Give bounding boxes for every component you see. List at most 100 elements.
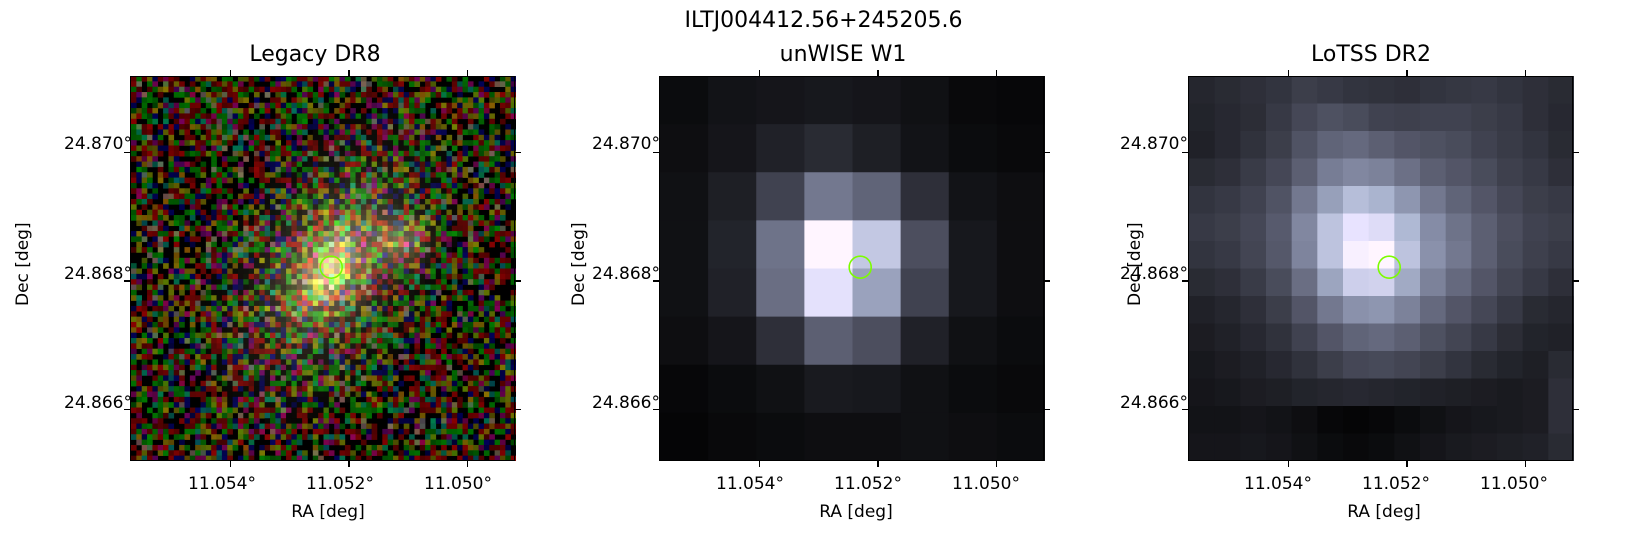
pixel-cell (1522, 76, 1549, 104)
pixel-cell (852, 220, 902, 269)
pixel-cell (1497, 323, 1524, 352)
pixel-cell (1317, 103, 1344, 132)
pixel-cell (1240, 323, 1267, 352)
pixel-cell (1497, 186, 1524, 214)
pixel-cell (1394, 296, 1421, 324)
pixel-cell (996, 76, 1045, 125)
pixel-cell (1214, 323, 1241, 352)
x-axis-label: RA [deg] (1347, 502, 1421, 522)
pixel-cell (852, 364, 902, 414)
pixel-cell (1214, 268, 1241, 297)
pixel-cell (1343, 378, 1370, 407)
pixel-cell (1420, 131, 1447, 159)
pixel-cell (1343, 103, 1370, 132)
pixel-cell (1189, 323, 1216, 352)
pixel-cell (1214, 158, 1241, 187)
pixel-cell (1548, 186, 1574, 214)
pixel-cell (1497, 296, 1524, 324)
x-tick-mark (995, 461, 998, 467)
y-axis-label: Dec [deg] (569, 222, 589, 306)
pixel-cell (804, 220, 853, 269)
pixel-cell (1240, 241, 1267, 269)
pixel-cell (1497, 158, 1524, 187)
pixel-cell (1214, 351, 1241, 379)
pixel-cell (1189, 103, 1216, 132)
pixel-cell (1266, 131, 1293, 159)
y-tick-mark (1182, 280, 1188, 282)
pixel-cell (996, 124, 1045, 173)
pixel-cell (660, 124, 709, 173)
pixel-cell (708, 412, 757, 461)
y-tick-mark (1182, 151, 1188, 154)
pixel-cell (900, 220, 950, 269)
pixel-cell (1240, 158, 1267, 187)
x-tick-mark (1524, 461, 1527, 467)
pixel-cell (1189, 76, 1216, 104)
pixel-cell (708, 172, 757, 221)
pixel-cell (996, 364, 1045, 414)
pixel-cell (1291, 186, 1318, 214)
pixel-cell (1420, 103, 1447, 132)
ytick-label: 24.868° (64, 264, 132, 284)
xtick-label: 11.054° (188, 474, 256, 494)
pixel-cell (660, 316, 709, 366)
pixel-cell (1343, 406, 1370, 434)
pixel-cell (1189, 406, 1216, 434)
pixel-cell (1445, 158, 1472, 187)
pixel-cell (1214, 406, 1241, 434)
pixel-cell (1317, 241, 1344, 269)
pixel-cell (996, 220, 1045, 269)
pixel-cell (1240, 131, 1267, 159)
pixel-cell (1291, 213, 1318, 242)
pixel-cell (1471, 213, 1498, 242)
pixel-cell (1445, 433, 1472, 461)
pixel-cell (1266, 296, 1293, 324)
pixel-cell (660, 172, 709, 221)
pixel-cell (1368, 378, 1395, 407)
pixel-cell (1266, 241, 1293, 269)
pixel-cell (1240, 186, 1267, 214)
pixel-cell (852, 268, 902, 318)
pixel-cell (1548, 131, 1574, 159)
pixel-cell (1368, 131, 1395, 159)
unwise-image (660, 76, 1045, 461)
pixel-cell (1548, 241, 1574, 269)
pixel-cell (660, 412, 709, 461)
pixel-cell (1471, 351, 1498, 379)
legacy-image-axes (131, 76, 516, 461)
pixel-cell (1317, 433, 1344, 461)
pixel-cell (1394, 131, 1421, 159)
pixel-cell (1240, 268, 1267, 297)
pixel-cell (1317, 186, 1344, 214)
pixel-cell (1420, 186, 1447, 214)
pixel-cell (1471, 103, 1498, 132)
pixel-cell (1394, 433, 1421, 461)
pixel-cell (804, 316, 853, 366)
ytick-label: 24.868° (1120, 264, 1188, 284)
pixel-cell (1522, 351, 1549, 379)
pixel-cell (948, 316, 998, 366)
pixel-cell (1522, 323, 1549, 352)
y-tick-mark (1044, 151, 1050, 154)
xtick-label: 11.054° (716, 474, 784, 494)
pixel-cell (1240, 213, 1267, 242)
pixel-cell (708, 220, 757, 269)
pixel-cell (1317, 296, 1344, 324)
pixel-cell (1266, 351, 1293, 379)
pixel-cell (1548, 378, 1574, 407)
x-tick-mark (348, 70, 350, 76)
pixel-cell (1548, 323, 1574, 352)
x-tick-mark (877, 70, 879, 76)
pixel-cell (1471, 296, 1498, 324)
pixel-cell (1471, 268, 1498, 297)
pixel-cell (900, 172, 950, 221)
pixel-cell (1189, 351, 1216, 379)
pixel-cell (1214, 433, 1241, 461)
x-tick-mark (995, 70, 998, 76)
pixel-cell (1240, 76, 1267, 104)
pixel-cell (1214, 241, 1241, 269)
legacy-image (131, 76, 516, 461)
pixel-cell (1522, 131, 1549, 159)
pixel-cell (1291, 323, 1318, 352)
pixel-cell (1240, 433, 1267, 461)
